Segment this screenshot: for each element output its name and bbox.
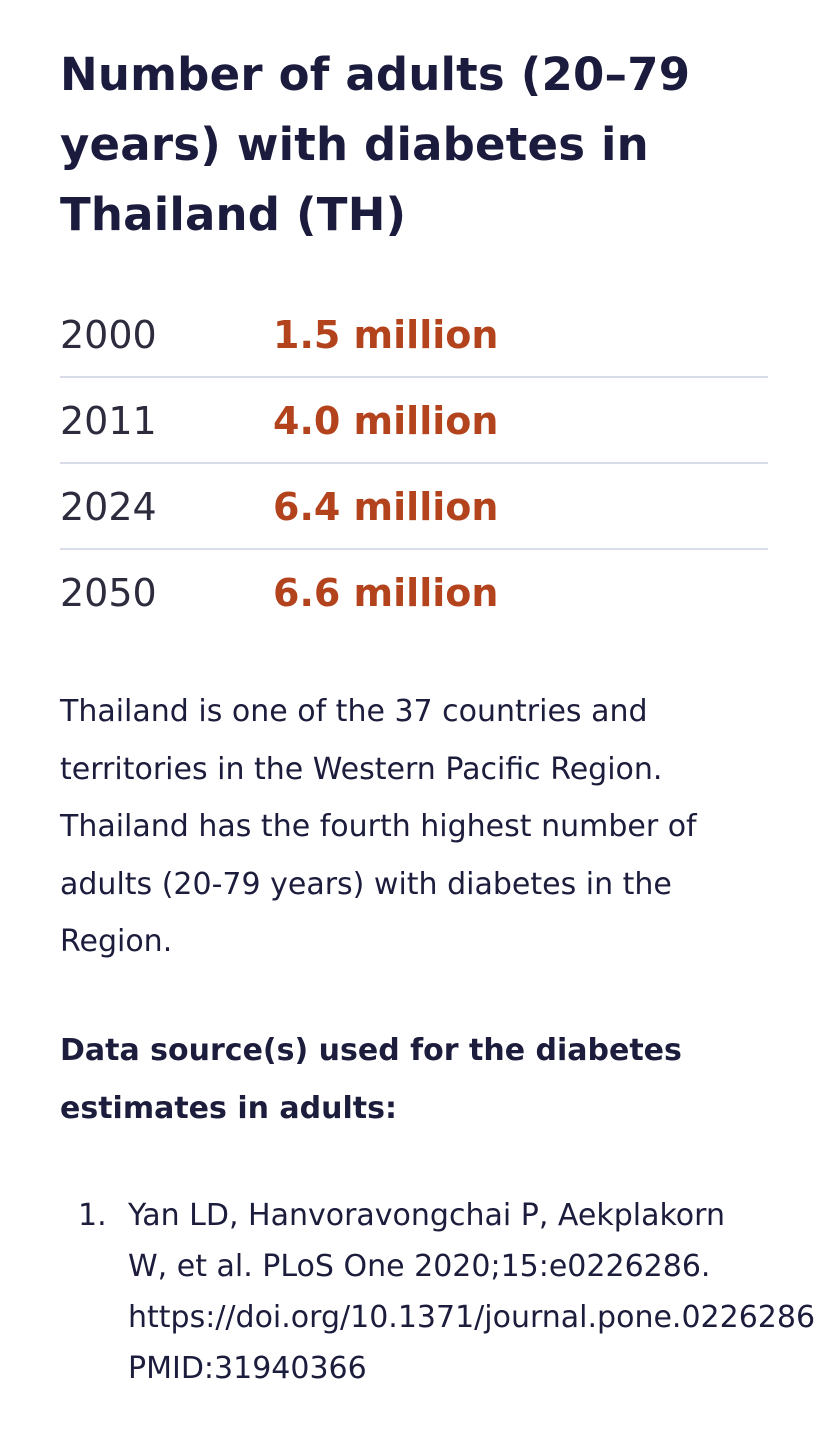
stat-row: 2024 6.4 million — [60, 464, 768, 550]
stat-row: 2050 6.6 million — [60, 550, 768, 636]
stat-value: 6.6 million — [273, 571, 499, 615]
source-citation-line: Yan LD, Hanvoravongchai P, Aekplakorn — [128, 1198, 725, 1233]
stat-year: 2011 — [60, 399, 157, 443]
stat-row: 2011 4.0 million — [60, 378, 768, 464]
stat-year: 2024 — [60, 485, 157, 529]
stat-value: 4.0 million — [273, 399, 499, 443]
region-description: Thailand is one of the 37 countries and … — [60, 694, 697, 959]
source-pmid: PMID:31940366 — [128, 1351, 367, 1386]
data-sources-list: 1. Yan LD, Hanvoravongchai P, Aekplakorn… — [60, 1190, 828, 1394]
source-citation-line: W, et al. PLoS One 2020;15:e0226286. — [128, 1249, 711, 1284]
diabetes-stats-table: 2000 1.5 million 2011 4.0 million 2024 6… — [60, 292, 768, 636]
stat-year: 2000 — [60, 313, 157, 357]
data-sources-heading: Data source(s) used for the diabetes est… — [60, 1033, 682, 1126]
source-number: 1. — [78, 1198, 107, 1233]
source-doi-link[interactable]: https://doi.org/10.1371/journal.pone.022… — [128, 1300, 816, 1335]
page-title: Number of adults (20–79 years) with diab… — [60, 48, 691, 241]
stat-value: 1.5 million — [273, 313, 499, 357]
stat-year: 2050 — [60, 571, 157, 615]
data-source-item: 1. Yan LD, Hanvoravongchai P, Aekplakorn… — [60, 1190, 828, 1394]
stat-value: 6.4 million — [273, 485, 499, 529]
stat-row: 2000 1.5 million — [60, 292, 768, 378]
